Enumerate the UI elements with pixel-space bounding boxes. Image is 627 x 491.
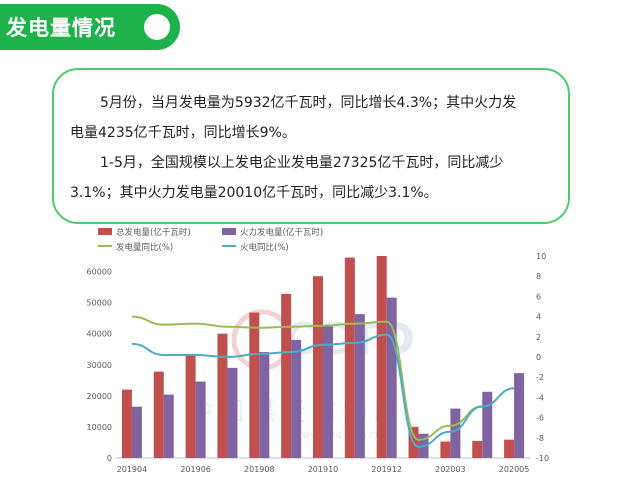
section-header: 发电量情况 — [0, 4, 180, 50]
total-generation-bar — [121, 389, 132, 458]
y-right-tick-label: -4 — [536, 393, 544, 402]
total-generation-bar — [440, 441, 451, 458]
y-right-tick-label: 8 — [536, 272, 541, 281]
x-tick-label: 201906 — [180, 465, 211, 474]
thermal-yoy-line — [131, 333, 515, 448]
y-left-tick-label: 20000 — [87, 392, 112, 401]
y-right-tick-label: 2 — [536, 333, 541, 342]
y-right-tick-label: -6 — [536, 414, 544, 423]
y-left-tick-label: 0 — [107, 454, 112, 463]
total-generation-bar — [376, 256, 387, 458]
total-generation-bar — [344, 257, 355, 458]
y-right-tick-label: 6 — [536, 292, 541, 301]
chart-canvas: CCTD 中国煤炭市场网 www.cctd.com.cn 总发电量(亿千瓦时)火… — [84, 226, 554, 484]
legend-thermal-label: 火力发电量(亿千瓦时) — [240, 227, 323, 238]
thermal-generation-bar — [482, 391, 493, 458]
summary-p2-line1: 1-5月，全国规模以上发电企业发电量27325亿千瓦时，同比减少 — [100, 155, 504, 171]
y-right-tick-label: 4 — [536, 313, 541, 322]
legend-total-swatch — [98, 228, 112, 235]
header-dot-icon — [144, 14, 170, 40]
chart-lines — [131, 315, 515, 448]
total-generation-bar — [249, 312, 260, 458]
x-tick-label: 201908 — [244, 465, 275, 474]
legend-thermal-yoy-label: 火电同比(%) — [240, 242, 289, 253]
x-tick-label: 201910 — [308, 465, 339, 474]
summary-p2-line2: 3.1%；其中火力发电量20010亿千瓦时，同比减少3.1%。 — [70, 185, 438, 201]
total-generation-bar — [153, 371, 164, 458]
y-left-tick-label: 40000 — [87, 330, 112, 339]
total-yoy-line — [131, 315, 515, 441]
thermal-generation-bar — [131, 406, 142, 458]
chart-bars — [121, 256, 525, 458]
thermal-generation-bar — [195, 381, 206, 458]
total-generation-bar — [281, 293, 292, 458]
thermal-generation-bar — [354, 314, 365, 458]
chart-legend: 总发电量(亿千瓦时) 火力发电量(亿千瓦时) 发电量同比(%) 火电同比(%) — [98, 227, 323, 253]
y-left-tick-label: 30000 — [87, 361, 112, 370]
thermal-generation-bar — [514, 373, 525, 458]
summary-p1-line2: 电量4235亿千瓦时，同比增长9%。 — [70, 125, 296, 141]
total-generation-bar — [185, 353, 196, 458]
total-generation-bar — [313, 276, 323, 458]
watermark-url: www.cctd.com.cn — [294, 430, 382, 441]
legend-thermal-swatch — [222, 228, 236, 235]
thermal-generation-bar — [227, 367, 238, 458]
y-right-tick-label: 0 — [536, 353, 541, 362]
x-tick-label: 202003 — [435, 465, 466, 474]
total-generation-bar — [217, 333, 228, 458]
section-title: 发电量情况 — [6, 16, 116, 40]
x-tick-label: 202005 — [499, 465, 530, 474]
y-left-tick-label: 60000 — [87, 268, 112, 277]
thermal-generation-bar — [163, 394, 174, 458]
y-left-tick-label: 50000 — [87, 299, 112, 308]
chart-axes: 0 10000 20000 30000 40000 50000 60000 -10 -8 -6 -4… — [87, 252, 550, 474]
thermal-generation-bar — [291, 339, 302, 458]
thermal-generation-bar — [323, 326, 333, 458]
total-generation-bar — [504, 439, 515, 458]
x-tick-label: 201904 — [117, 465, 148, 474]
y-right-tick-label: -8 — [536, 434, 544, 443]
y-right-tick-label: -10 — [536, 454, 549, 463]
thermal-generation-bar — [450, 408, 461, 458]
summary-box: 5月份，当月发电量为5932亿千瓦时，同比增长4.3%；其中火力发 电量4235… — [52, 68, 570, 224]
summary-p1-line1: 5月份，当月发电量为5932亿千瓦时，同比增长4.3%；其中火力发 — [100, 95, 517, 111]
legend-total-label: 总发电量(亿千瓦时) — [116, 227, 191, 238]
y-left-tick-label: 10000 — [87, 423, 112, 432]
thermal-generation-bar — [259, 352, 270, 458]
generation-chart: CCTD 中国煤炭市场网 www.cctd.com.cn 总发电量(亿千瓦时)火… — [84, 226, 554, 484]
x-tick-label: 201912 — [371, 465, 402, 474]
y-right-tick-label: 10 — [536, 252, 546, 261]
thermal-generation-bar — [386, 297, 397, 458]
total-generation-bar — [472, 440, 483, 458]
y-right-tick-label: -2 — [536, 373, 544, 382]
legend-total-yoy-label: 发电量同比(%) — [116, 242, 173, 253]
